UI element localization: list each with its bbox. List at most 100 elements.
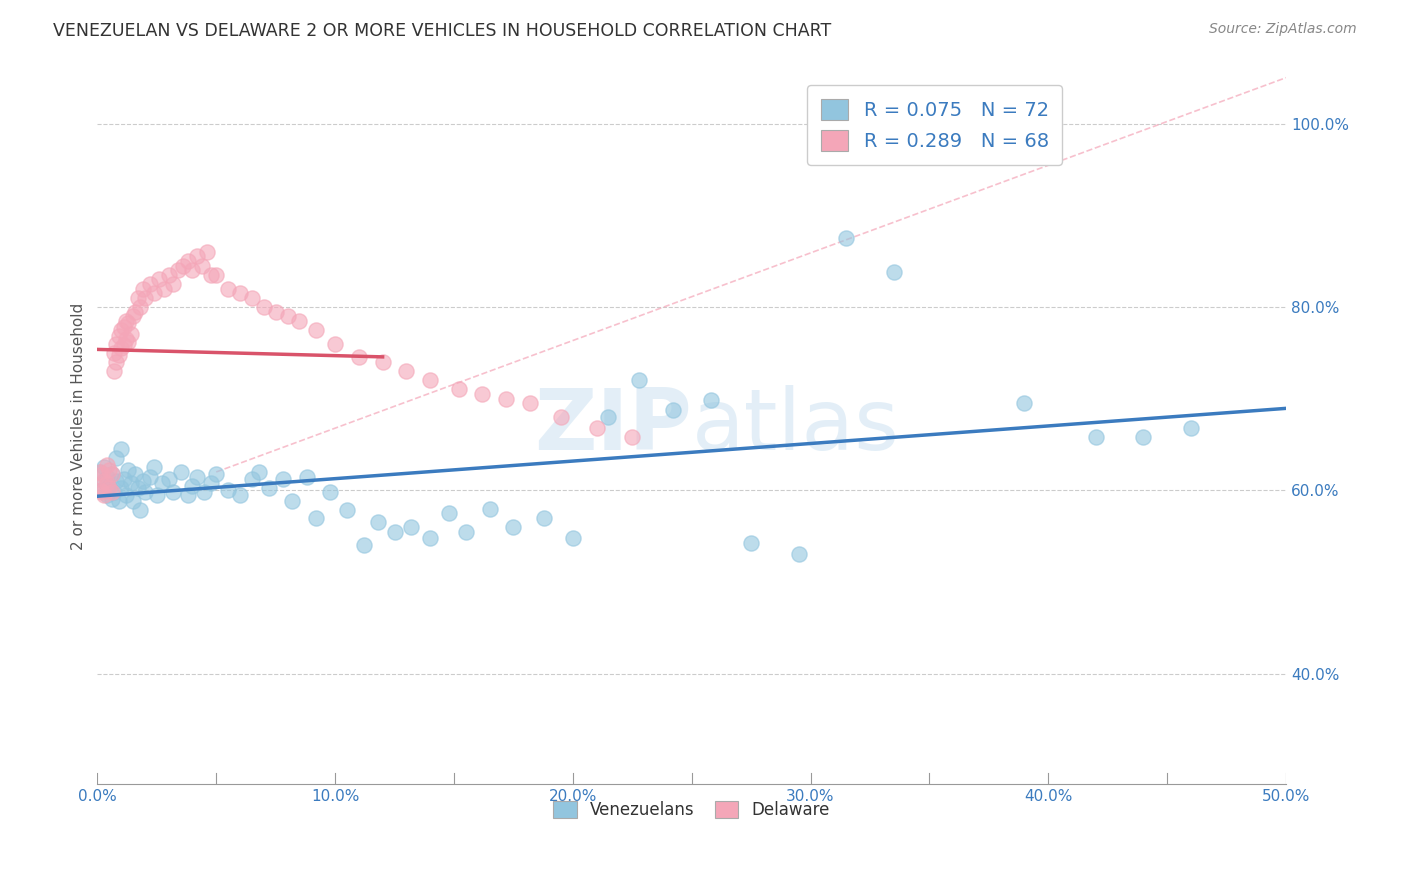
Point <box>120 327 142 342</box>
Point <box>120 475 142 490</box>
Point <box>217 282 239 296</box>
Point <box>353 538 375 552</box>
Point <box>447 383 470 397</box>
Point <box>347 351 370 365</box>
Text: VENEZUELAN VS DELAWARE 2 OR MORE VEHICLES IN HOUSEHOLD CORRELATION CHART: VENEZUELAN VS DELAWARE 2 OR MORE VEHICLE… <box>53 22 832 40</box>
Point <box>661 402 683 417</box>
Point <box>91 483 114 498</box>
Point <box>107 494 129 508</box>
Point <box>117 463 139 477</box>
Point <box>93 488 115 502</box>
Point <box>105 355 128 369</box>
Point <box>217 483 239 498</box>
Point <box>153 282 176 296</box>
Y-axis label: 2 or more Vehicles in Household: 2 or more Vehicles in Household <box>72 302 86 549</box>
Point <box>131 474 153 488</box>
Point <box>100 467 122 481</box>
Point <box>146 488 169 502</box>
Point <box>561 531 583 545</box>
Point <box>883 265 905 279</box>
Point <box>129 503 152 517</box>
Point <box>98 482 121 496</box>
Point <box>162 485 184 500</box>
Point <box>103 364 125 378</box>
Point <box>112 320 135 334</box>
Point <box>124 304 146 318</box>
Point <box>176 254 198 268</box>
Point <box>419 531 441 545</box>
Point <box>336 503 359 517</box>
Point <box>110 482 132 496</box>
Point <box>1132 430 1154 444</box>
Point <box>195 244 218 259</box>
Point <box>247 465 270 479</box>
Point <box>319 485 342 500</box>
Point <box>205 467 228 481</box>
Point <box>205 268 228 282</box>
Point <box>399 520 422 534</box>
Point <box>134 291 156 305</box>
Point <box>150 475 173 490</box>
Point <box>186 250 208 264</box>
Point <box>103 485 125 500</box>
Point <box>131 282 153 296</box>
Point <box>167 263 190 277</box>
Point <box>96 488 118 502</box>
Point <box>124 467 146 481</box>
Point <box>257 482 280 496</box>
Point <box>148 272 170 286</box>
Point <box>169 465 191 479</box>
Point <box>100 485 122 500</box>
Point <box>305 511 328 525</box>
Point <box>110 442 132 456</box>
Point <box>98 463 121 477</box>
Point <box>502 520 524 534</box>
Point <box>115 488 138 502</box>
Point <box>89 465 111 479</box>
Point <box>495 392 517 406</box>
Point <box>471 387 494 401</box>
Point <box>835 231 858 245</box>
Point <box>186 469 208 483</box>
Point <box>143 460 166 475</box>
Point <box>288 314 311 328</box>
Point <box>112 338 135 352</box>
Legend: Venezuelans, Delaware: Venezuelans, Delaware <box>547 794 837 825</box>
Point <box>110 323 132 337</box>
Point <box>628 373 651 387</box>
Point <box>138 277 160 291</box>
Point <box>115 332 138 346</box>
Point <box>103 345 125 359</box>
Point <box>550 409 572 424</box>
Point <box>323 336 346 351</box>
Point <box>371 355 394 369</box>
Point <box>157 268 180 282</box>
Point <box>105 451 128 466</box>
Point <box>240 472 263 486</box>
Point <box>1180 421 1202 435</box>
Point <box>277 309 299 323</box>
Point <box>1014 396 1036 410</box>
Point <box>271 472 294 486</box>
Point <box>181 479 204 493</box>
Point <box>699 393 721 408</box>
Point <box>129 300 152 314</box>
Point <box>117 334 139 349</box>
Point <box>191 259 214 273</box>
Point <box>143 286 166 301</box>
Point <box>96 458 118 472</box>
Point <box>93 474 115 488</box>
Point <box>519 396 541 410</box>
Text: atlas: atlas <box>692 384 900 467</box>
Point <box>253 300 276 314</box>
Point <box>181 263 204 277</box>
Point <box>787 548 810 562</box>
Point <box>117 317 139 331</box>
Point <box>585 421 607 435</box>
Point <box>740 536 762 550</box>
Point <box>437 506 460 520</box>
Point <box>138 469 160 483</box>
Point <box>367 516 389 530</box>
Point <box>107 348 129 362</box>
Point <box>454 524 477 539</box>
